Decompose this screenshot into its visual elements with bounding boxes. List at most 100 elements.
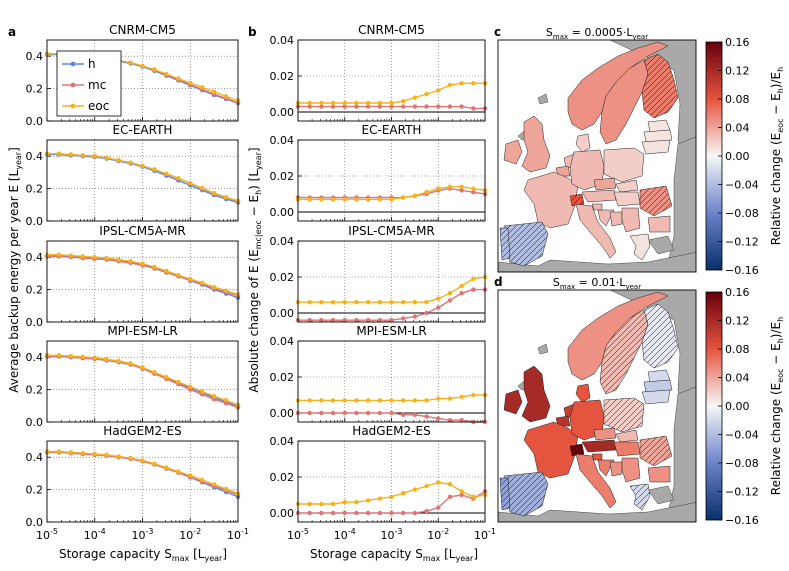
legend-marker-mc — [70, 82, 76, 88]
data-point-eoc — [188, 473, 193, 478]
data-point-eoc — [342, 398, 347, 403]
data-point-mc — [400, 104, 406, 109]
region-hatch-portugal — [500, 228, 510, 260]
xtick-label: 10-1 — [474, 527, 496, 542]
data-point-eoc — [199, 389, 205, 394]
data-point-mc — [459, 291, 464, 296]
data-point-mc — [307, 510, 312, 516]
data-point-eoc — [223, 486, 229, 492]
region-italy — [575, 453, 617, 509]
region-bulgaria — [647, 465, 671, 483]
data-point-eoc — [164, 465, 169, 470]
data-point-mc — [377, 318, 383, 323]
data-point-eoc — [188, 180, 193, 186]
data-point-eoc — [68, 253, 74, 258]
subplot-a-1: EC-EARTH 0.0 0.2 0.4 — [26, 123, 241, 228]
data-point-mc — [447, 104, 453, 109]
data-point-eoc — [116, 454, 121, 459]
ytick-label: 0.02 — [270, 271, 295, 284]
subplot-title: HadGEM2-ES — [103, 424, 181, 438]
ytick-label: 0.4 — [26, 451, 44, 464]
region-hatch-poland — [604, 398, 644, 432]
subplot-title: EC-EARTH — [113, 123, 173, 137]
ytick-label: 0.2 — [26, 384, 44, 397]
data-point-eoc — [211, 284, 217, 290]
data-point-eoc — [199, 85, 205, 90]
data-point-eoc — [342, 500, 347, 505]
data-point-eoc — [176, 272, 181, 278]
colorbar-tick-label: −0.12 — [725, 486, 759, 499]
data-point-eoc — [307, 100, 312, 106]
data-point-eoc — [471, 81, 476, 86]
data-point-eoc — [330, 300, 336, 305]
data-point-mc — [307, 104, 312, 109]
maps: 0.16 0.12 0.08 0.04 0.00 −0.04 −0.08 −0.12 −0.16… — [497, 36, 759, 527]
data-point-mc — [330, 410, 336, 416]
data-point-eoc — [436, 186, 441, 191]
data-point-eoc — [365, 100, 371, 106]
data-point-eoc — [211, 190, 217, 196]
panel-b-ylabel: Absolute change of E (Emc|eoc − Eh) [Lye… — [247, 147, 263, 392]
colorbar-tick-label: 0.00 — [725, 400, 750, 413]
ytick-label: 0.0 — [26, 115, 44, 128]
series-line-eoc — [47, 450, 239, 495]
data-point-eoc — [176, 76, 181, 81]
data-point-eoc — [319, 398, 324, 403]
colorbar-tick-label: 0.04 — [725, 372, 750, 385]
data-point-eoc — [199, 185, 205, 191]
subplot-title: IPSL-CM5A-MR — [99, 224, 186, 238]
data-point-eoc — [365, 300, 371, 305]
data-point-eoc — [365, 197, 371, 202]
data-point-mc — [424, 509, 429, 514]
data-point-mc — [223, 401, 229, 406]
data-point-eoc — [365, 398, 371, 403]
ytick-label: 0.4 — [26, 351, 44, 364]
data-point-eoc — [80, 450, 86, 456]
panel-letter-b: b — [248, 25, 257, 39]
subplot-title: MPI-ESM-LR — [107, 324, 177, 338]
data-point-eoc — [330, 197, 336, 202]
series-line-eoc — [298, 481, 486, 505]
subplot-b-3: MPI-ESM-LR 0.00 0.02 0.04 — [270, 324, 488, 425]
region-hatch-portugal — [500, 478, 510, 510]
data-point-mc — [365, 510, 371, 516]
colorbar-tick-label: 0.04 — [725, 122, 750, 135]
colorbar-tick-label: 0.00 — [725, 150, 750, 163]
subplot-b-4: HadGEM2-ES 0.00 0.02 0.04 10-5 10-4 10-3 10-2 10… — [270, 424, 496, 542]
axes-frame — [297, 240, 486, 323]
data-point-eoc — [471, 186, 476, 191]
region-denmark — [575, 383, 591, 403]
data-point-eoc — [436, 480, 441, 485]
series-line-h — [47, 355, 239, 408]
region-denmark — [575, 133, 591, 153]
map-frame-d — [497, 289, 697, 523]
colorbar-tick-label: 0.12 — [725, 65, 750, 78]
data-point-eoc — [389, 494, 394, 499]
data-point-mc — [319, 318, 324, 323]
data-point-eoc — [68, 450, 74, 455]
data-point-mc — [400, 412, 406, 417]
data-point-mc — [471, 190, 476, 195]
subplot-a-4: HadGEM2-ES 0.0 0.2 0.4 10-5 10-4 10-3 10-2 10-1 — [26, 424, 249, 542]
region-hungary — [613, 191, 641, 207]
region-ireland — [503, 389, 523, 415]
region-serbia — [621, 457, 641, 483]
data-point-eoc — [400, 300, 406, 305]
data-point-eoc — [188, 80, 193, 86]
series-line-mc — [47, 355, 239, 409]
data-point-mc — [471, 106, 476, 111]
subplot-a-2: IPSL-CM5A-MR 0.0 0.2 0.4 — [26, 224, 241, 329]
ytick-label: 0.0 — [26, 416, 44, 429]
data-point-eoc — [459, 489, 464, 494]
data-point-mc — [307, 410, 312, 416]
axes-frame — [46, 240, 239, 323]
data-point-eoc — [104, 452, 109, 457]
data-point-mc — [330, 318, 336, 323]
data-point-eoc — [447, 482, 453, 487]
data-point-eoc — [459, 184, 464, 189]
subplot-title: IPSL-CM5A-MR — [348, 224, 435, 238]
data-point-eoc — [342, 300, 347, 305]
data-point-eoc — [92, 451, 97, 457]
region-sweden — [599, 59, 649, 145]
